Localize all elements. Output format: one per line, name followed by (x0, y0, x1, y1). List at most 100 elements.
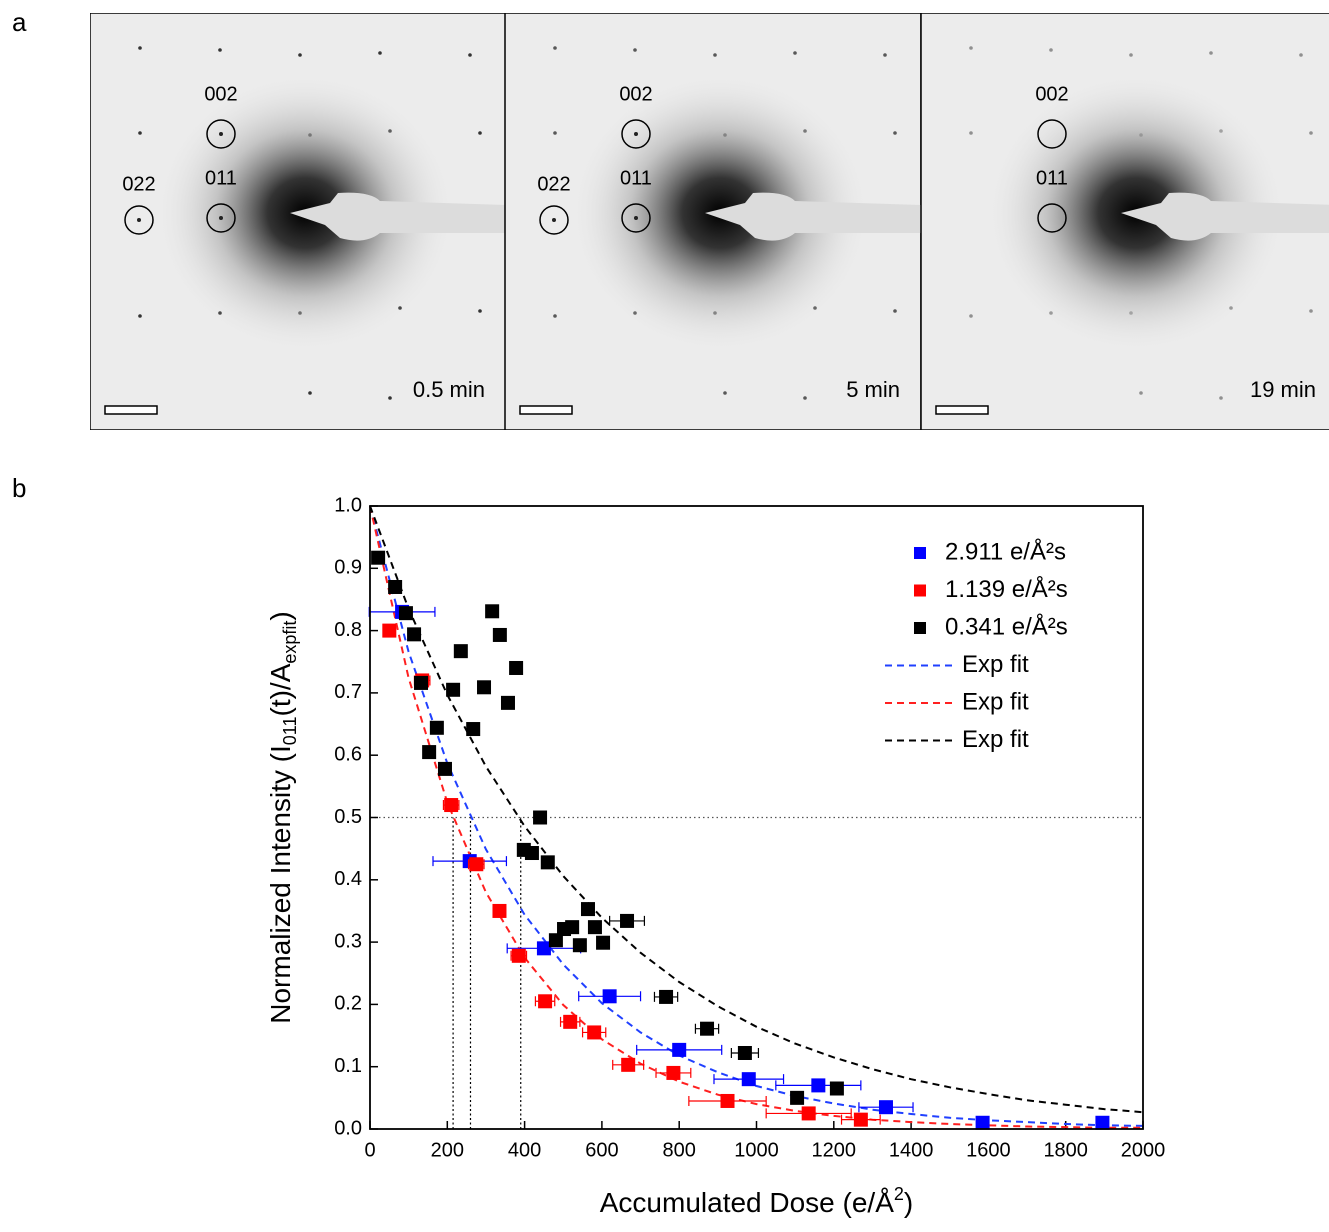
y-tick-label: 0.1 (334, 1055, 362, 1077)
x-axis-label-part: 2 (894, 1184, 904, 1204)
x-tick-label: 200 (431, 1139, 464, 1161)
data-point (596, 935, 611, 950)
diffraction-dot (803, 396, 807, 400)
beam-stop (705, 192, 921, 241)
data-point (672, 1042, 687, 1057)
data-point (572, 938, 587, 953)
diffraction-dot (1309, 131, 1313, 135)
diffraction-dot (478, 309, 482, 313)
diffraction-dot (388, 396, 392, 400)
x-tick-label: 1000 (734, 1139, 779, 1161)
diffraction-dot (308, 391, 312, 395)
data-point (477, 680, 492, 695)
diffraction-dot (478, 131, 482, 135)
x-tick-label: 2000 (1121, 1139, 1166, 1161)
x-tick-label: 0 (364, 1139, 375, 1161)
data-point (565, 920, 580, 935)
x-tick-label: 400 (508, 1139, 541, 1161)
panel-label: a (12, 7, 27, 37)
spot (219, 132, 223, 136)
data-point (720, 1093, 735, 1108)
data-point (1095, 1115, 1110, 1130)
diffraction-dot (1219, 396, 1223, 400)
diffraction-dot (1309, 309, 1313, 313)
data-point (500, 695, 515, 710)
diffraction-dot (1139, 391, 1143, 395)
scale-bar (104, 405, 158, 415)
data-point (580, 902, 595, 917)
scale-bar (935, 405, 989, 415)
data-point (524, 846, 539, 861)
y-tick-label: 0.3 (334, 930, 362, 952)
data-point (741, 1072, 756, 1087)
diffraction-frame: 002 011 022 0.5 min (90, 13, 507, 430)
y-tick-label: 1.0 (334, 494, 362, 516)
frame-time: 5 min (846, 377, 900, 402)
y-tick-label: 0.8 (334, 619, 362, 641)
legend-label: 2.911 e/Å²s (945, 537, 1066, 565)
spot (219, 216, 223, 220)
diffraction-dot (553, 131, 557, 135)
data-point (382, 623, 397, 638)
frame-time: 19 min (1250, 377, 1316, 402)
data-point (536, 941, 551, 956)
legend-label: 1.139 e/Å²s (945, 575, 1068, 603)
y-tick-label: 0.9 (334, 557, 362, 579)
fit-line (369, 505, 1144, 1114)
diffraction-frame: 002 011 022 5 min (504, 13, 922, 430)
legend-swatch (914, 622, 926, 634)
diffraction-dot (553, 46, 557, 50)
spot-label: 002 (1035, 83, 1068, 105)
data-point (620, 913, 635, 928)
data-point (587, 920, 602, 935)
data-point (602, 989, 617, 1004)
diffraction-dot (969, 314, 973, 318)
diffraction-dot (138, 46, 142, 50)
legend-swatch (914, 584, 926, 597)
diffraction-dot (1129, 53, 1133, 57)
data-point (371, 550, 386, 565)
data-point (790, 1090, 805, 1105)
y-axis-label-part: Normalized Intensity (I (265, 745, 296, 1024)
diffraction-panel: 002 011 022 0.5 min 002 011 022 5 min 002 011 19 m… (90, 13, 1329, 430)
diffraction-dot (969, 131, 973, 135)
y-tick-label: 0.0 (334, 1117, 362, 1139)
diffraction-dot (793, 51, 797, 55)
data-point (469, 857, 484, 872)
data-point (587, 1025, 602, 1040)
data-point (563, 1014, 578, 1029)
y-axis-label-part: ) (265, 611, 296, 620)
data-point (492, 627, 507, 642)
legend-label: Exp fit (962, 726, 1029, 753)
scale-bar (519, 405, 573, 415)
data-point (492, 903, 507, 918)
legend-label: Exp fit (962, 651, 1029, 678)
diffraction-dot (713, 53, 717, 57)
legend-label: Exp fit (962, 688, 1029, 715)
x-tick-label: 1400 (889, 1139, 934, 1161)
data-point (659, 989, 674, 1004)
spot-circle (621, 203, 651, 233)
data-point (437, 761, 452, 776)
legend-swatch (914, 547, 926, 559)
frame-time: 0.5 min (413, 377, 485, 402)
beam-stop (290, 192, 506, 241)
data-point (811, 1078, 826, 1093)
spot-circle (539, 205, 569, 235)
data-point (429, 720, 444, 735)
y-axis-label-part: expfit (280, 621, 300, 664)
y-axis-label-part: (t)/A (265, 663, 296, 716)
diffraction-dot (218, 48, 222, 52)
data-point (538, 994, 553, 1009)
diffraction-dot (553, 314, 557, 318)
data-point (829, 1081, 844, 1096)
data-point (511, 948, 526, 963)
x-axis-label-part: ) (904, 1187, 913, 1218)
spot-circle (206, 203, 236, 233)
x-tick-label: 800 (663, 1139, 696, 1161)
data-point (533, 810, 548, 825)
data-point (446, 682, 461, 697)
diffraction-dot (883, 53, 887, 57)
